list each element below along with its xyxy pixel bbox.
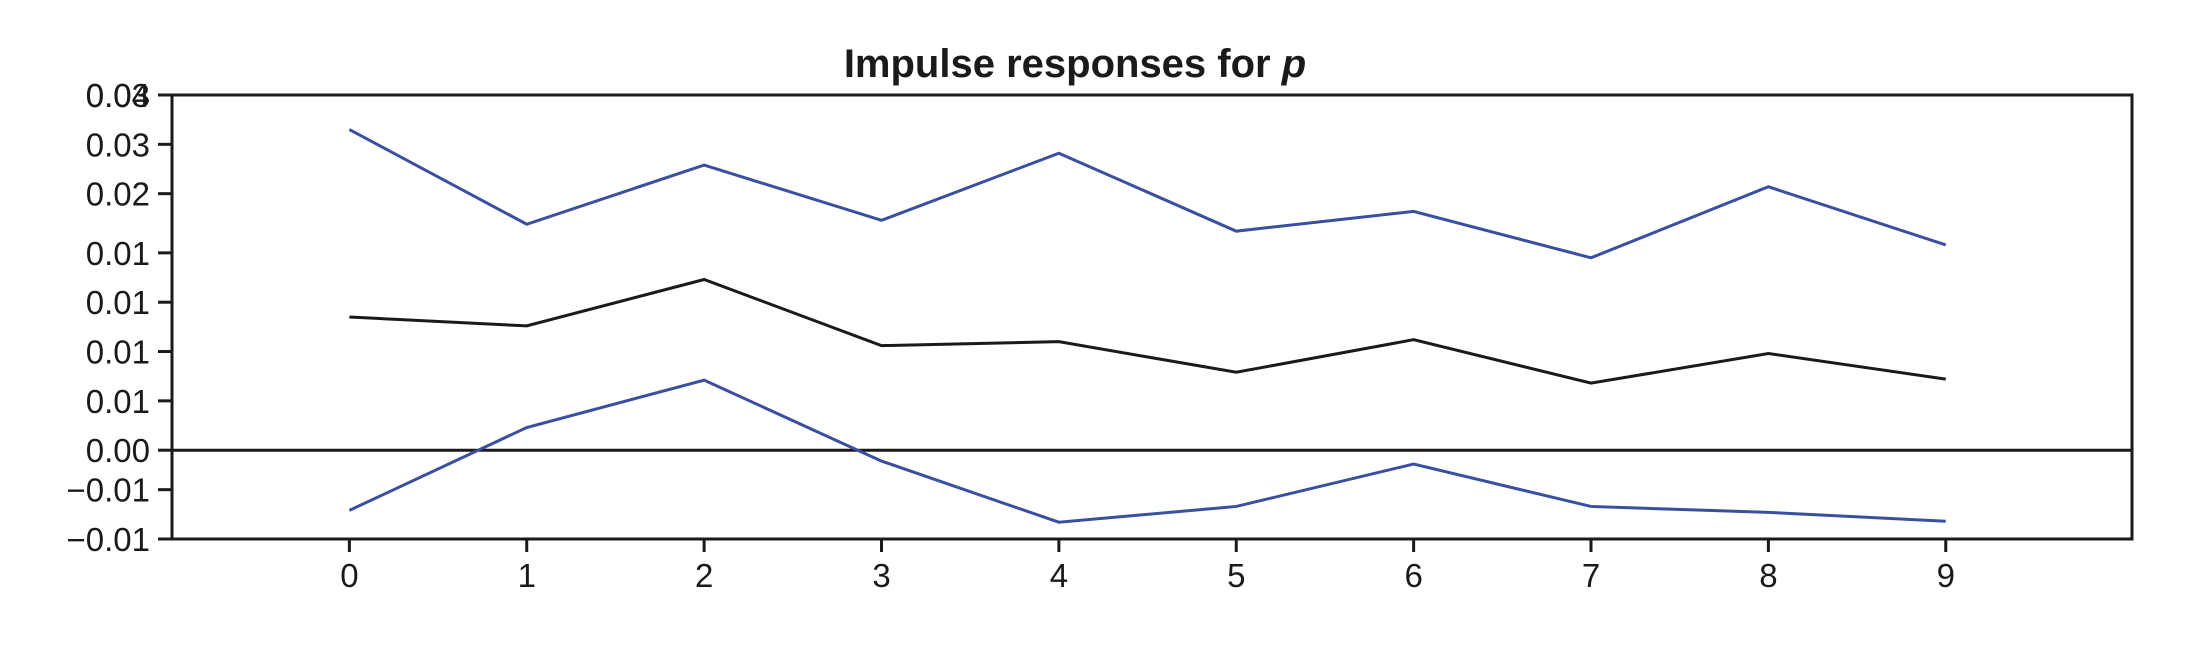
x-axis: 0 1 2 3 4 5 6 7 8 9: [340, 539, 1955, 594]
upper-band-line: [348, 128, 1947, 260]
x-tick-label: 9: [1937, 557, 1955, 594]
y-tick-label: 0.04: [86, 77, 150, 114]
y-tick-label: 0.01: [86, 383, 150, 420]
x-tick-label: 7: [1582, 557, 1600, 594]
chart-title: Impulse responses for p: [844, 42, 1306, 86]
y-tick-label: 0.01: [86, 235, 150, 272]
y-tick-label: −0.01: [67, 521, 151, 558]
x-tick-label: 0: [340, 557, 358, 594]
y-tick-label: 0.00: [86, 432, 150, 469]
impulse-response-line: [349, 277, 1946, 385]
y-tick-label: 0.03: [86, 77, 150, 114]
x-tick-label: 4: [1050, 557, 1068, 594]
y-tick-label: 0.03: [86, 126, 150, 163]
x-tick-label: 6: [1404, 557, 1422, 594]
lower-band-line: [348, 378, 1946, 524]
x-tick-label: 1: [518, 557, 536, 594]
x-tick-label: 2: [695, 557, 713, 594]
x-tick-label: 3: [872, 557, 890, 594]
y-tick-label: 0.01: [86, 284, 150, 321]
x-tick-label: 5: [1227, 557, 1245, 594]
y-axis: 0.040.030.030.020.010.010.010.010.00−0.0…: [67, 77, 172, 558]
x-tick-label: 8: [1759, 557, 1777, 594]
chart-title-text: Impulse responses for: [844, 42, 1282, 86]
y-tick-label: −0.01: [67, 472, 151, 509]
chart-title-variable: p: [1281, 42, 1306, 86]
series-layer: [348, 128, 1947, 524]
plot-frame: [170, 93, 2134, 541]
y-tick-label: 0.02: [86, 176, 150, 213]
y-tick-label: 0.01: [86, 334, 150, 371]
